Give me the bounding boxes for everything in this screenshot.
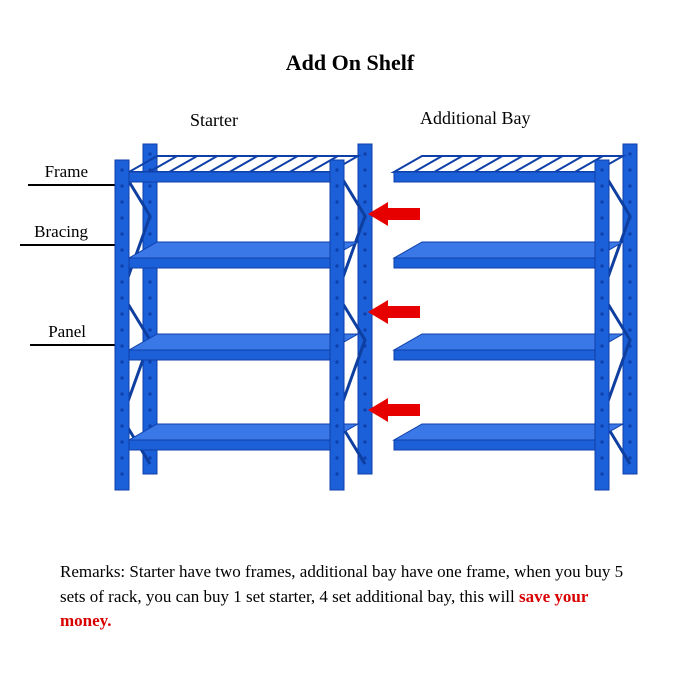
remarks-text: Remarks: Starter have two frames, additi…	[60, 560, 640, 634]
